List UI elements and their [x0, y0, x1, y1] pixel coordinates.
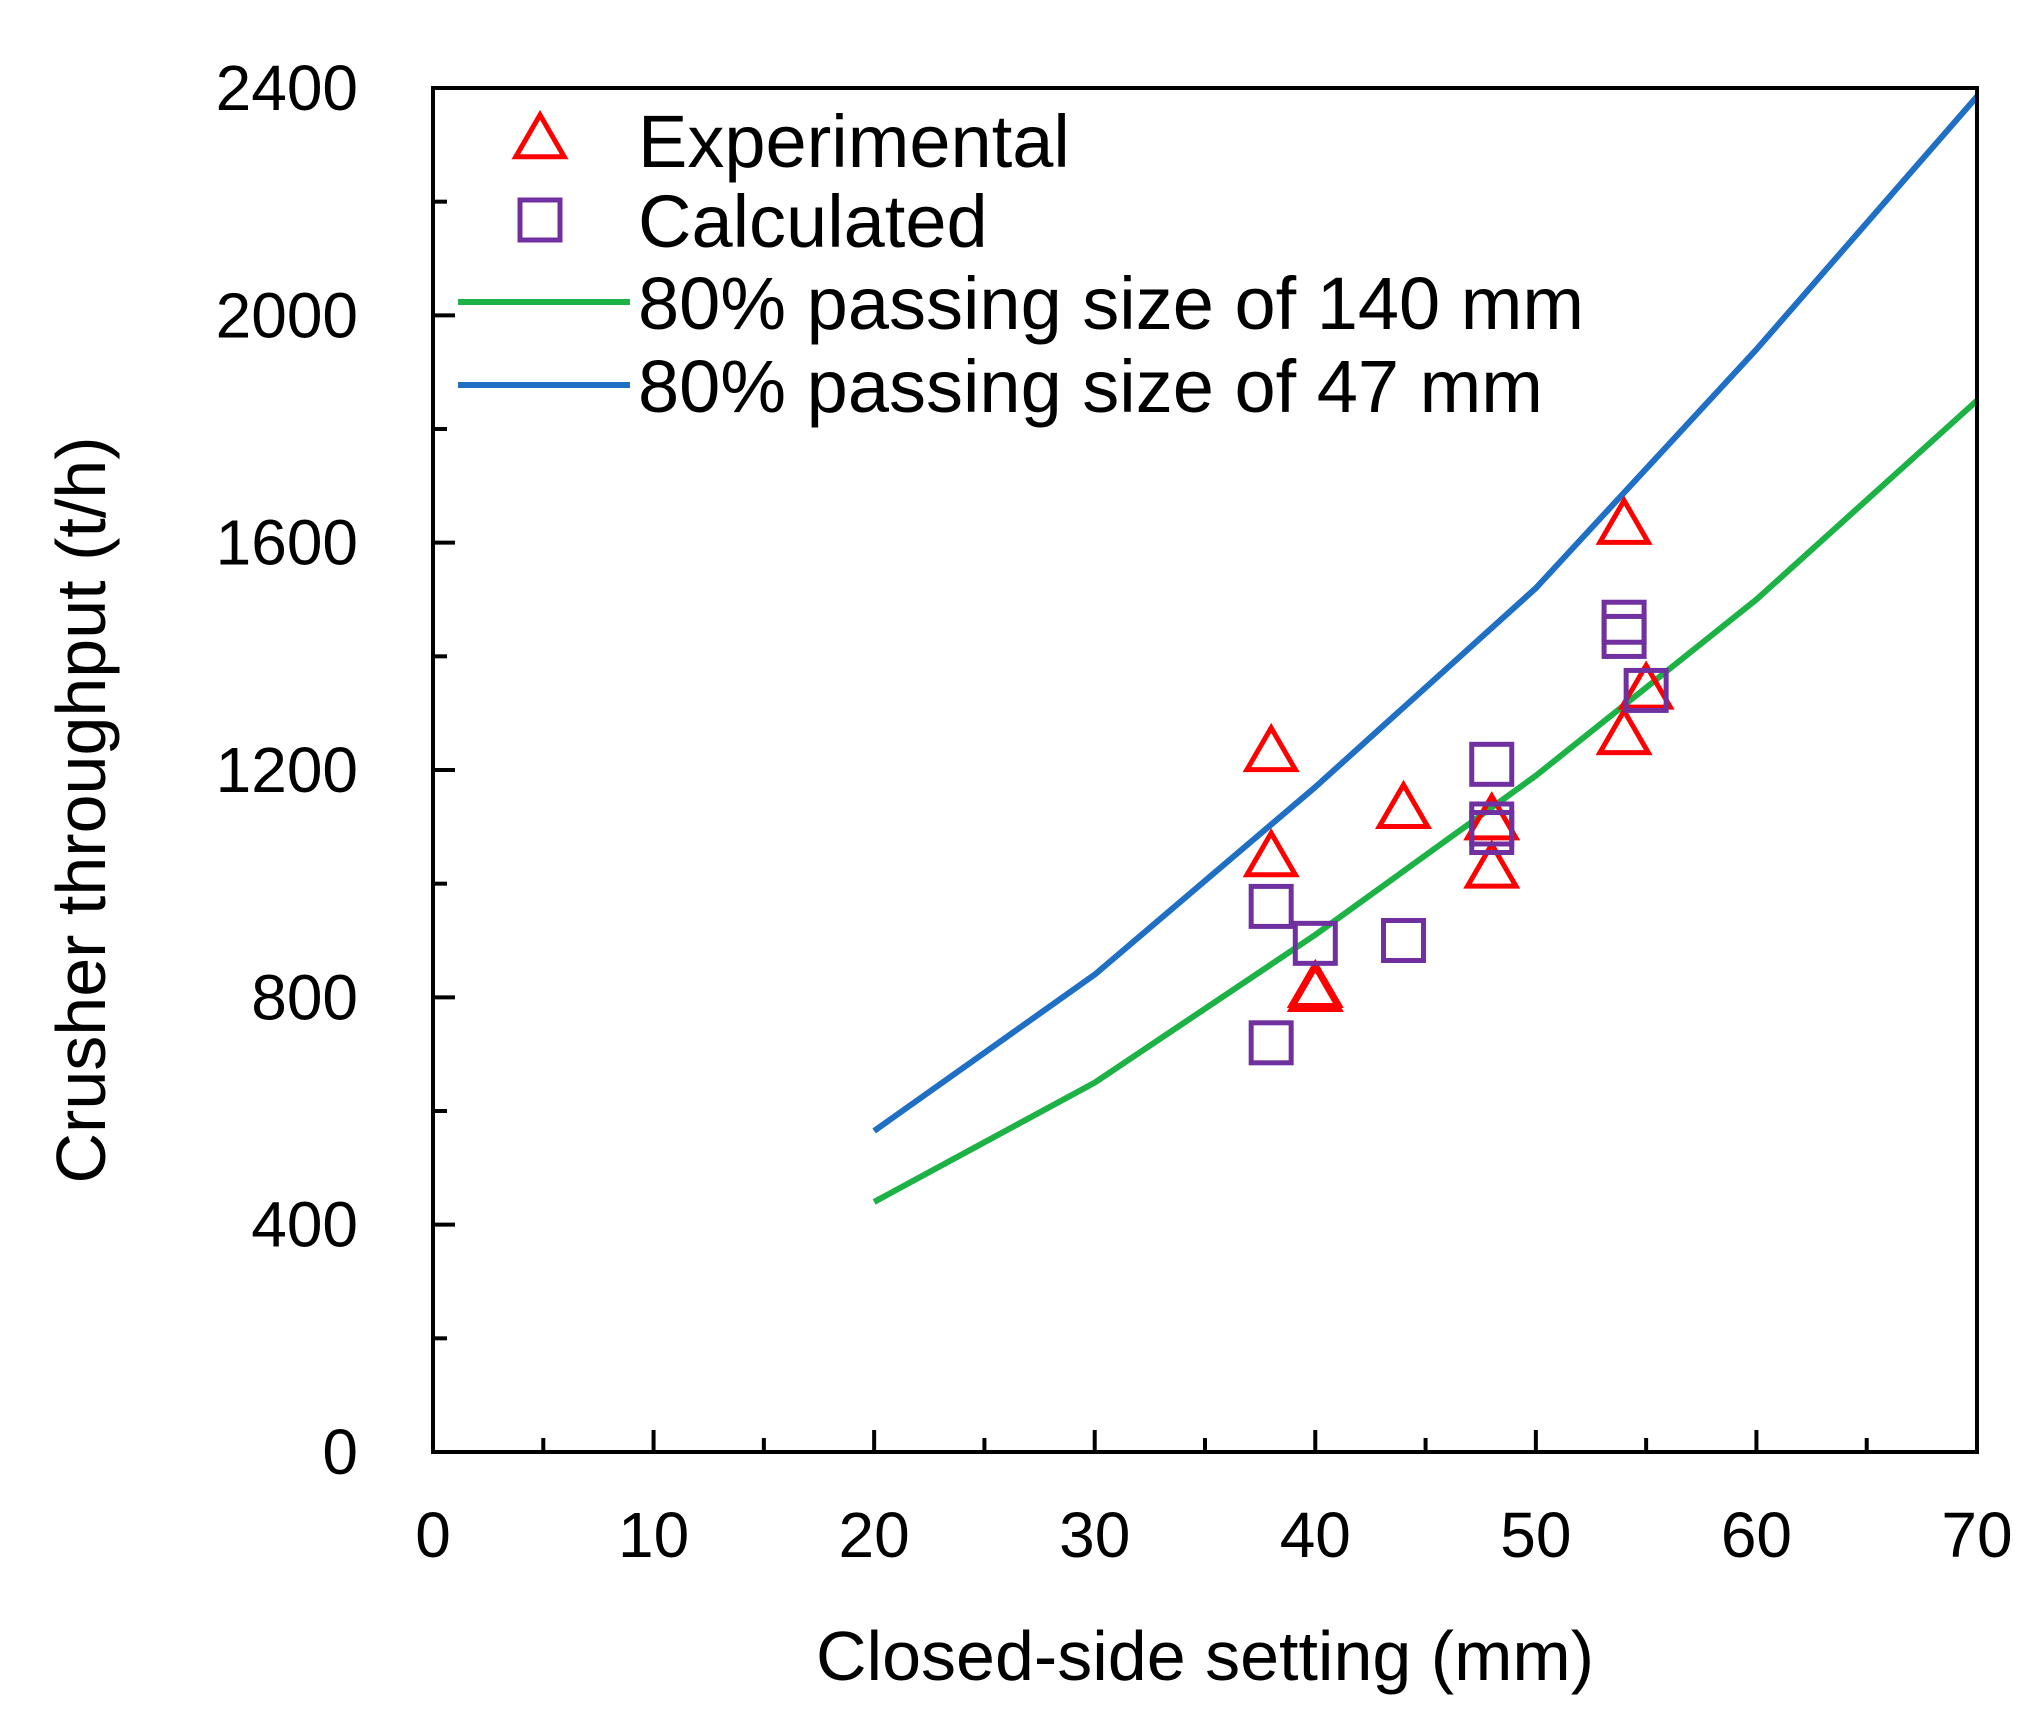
y-tick-label: 1200: [216, 734, 358, 806]
experimental-point: [1595, 705, 1653, 756]
x-tick-label: 40: [1280, 1499, 1351, 1571]
calculated-point: [1601, 599, 1647, 645]
y-tick-label: 2400: [216, 52, 358, 124]
x-tick-label: 50: [1500, 1499, 1571, 1571]
legend-label: Experimental: [638, 100, 1070, 183]
experimental-point: [1463, 791, 1521, 841]
experimental-point: [1374, 779, 1433, 830]
y-tick-label: 2000: [216, 279, 358, 351]
calculated-point: [1292, 920, 1338, 966]
experimental-point: [1242, 722, 1300, 773]
calculated-point: [1248, 1020, 1294, 1066]
y-tick-label: 800: [251, 961, 358, 1033]
legend-label: 80% passing size of 140 mm: [638, 262, 1584, 345]
experimental-point: [1286, 962, 1344, 1013]
x-tick-label: 20: [839, 1499, 910, 1571]
x-tick-label: 10: [618, 1499, 689, 1571]
series-line-140mm: [872, 398, 1980, 1205]
axis-ticks: [431, 86, 1979, 1454]
y-tick-label: 0: [322, 1416, 358, 1488]
y-tick-label: 1600: [216, 507, 358, 579]
legend-label: 80% passing size of 47 mm: [638, 345, 1543, 428]
x-tick-label: 60: [1721, 1499, 1792, 1571]
x-axis-title: Closed-side setting (mm): [816, 1617, 1594, 1695]
plot-marks: [872, 94, 1980, 1205]
axis-tick-labels: 0 10 20 30 40 50 60 70 0 400 800 1200 1600 2000 2400: [216, 52, 2013, 1571]
x-tick-label: 70: [1941, 1499, 2012, 1571]
legend-label: Calculated: [638, 180, 988, 263]
x-tick-label: 0: [415, 1499, 451, 1571]
calculated-point: [1601, 613, 1647, 659]
experimental-point: [1617, 660, 1675, 710]
experimental-point: [1595, 495, 1653, 545]
series-line-47mm: [872, 94, 1980, 1134]
y-axis-title: Crusher throughput (t/h): [42, 436, 120, 1183]
calculated-point: [1248, 883, 1294, 929]
calculated-point: [1381, 918, 1427, 963]
experimental-point: [1463, 839, 1521, 889]
calculated-point: [1469, 810, 1515, 856]
legend-triangle-icon: [511, 109, 569, 160]
y-tick-label: 400: [251, 1189, 358, 1261]
legend-square-icon: [517, 197, 563, 243]
experimental-point: [1242, 828, 1300, 878]
x-tick-label: 30: [1059, 1499, 1130, 1571]
calculated-point: [1469, 741, 1515, 787]
calculated-point: [1623, 667, 1669, 713]
